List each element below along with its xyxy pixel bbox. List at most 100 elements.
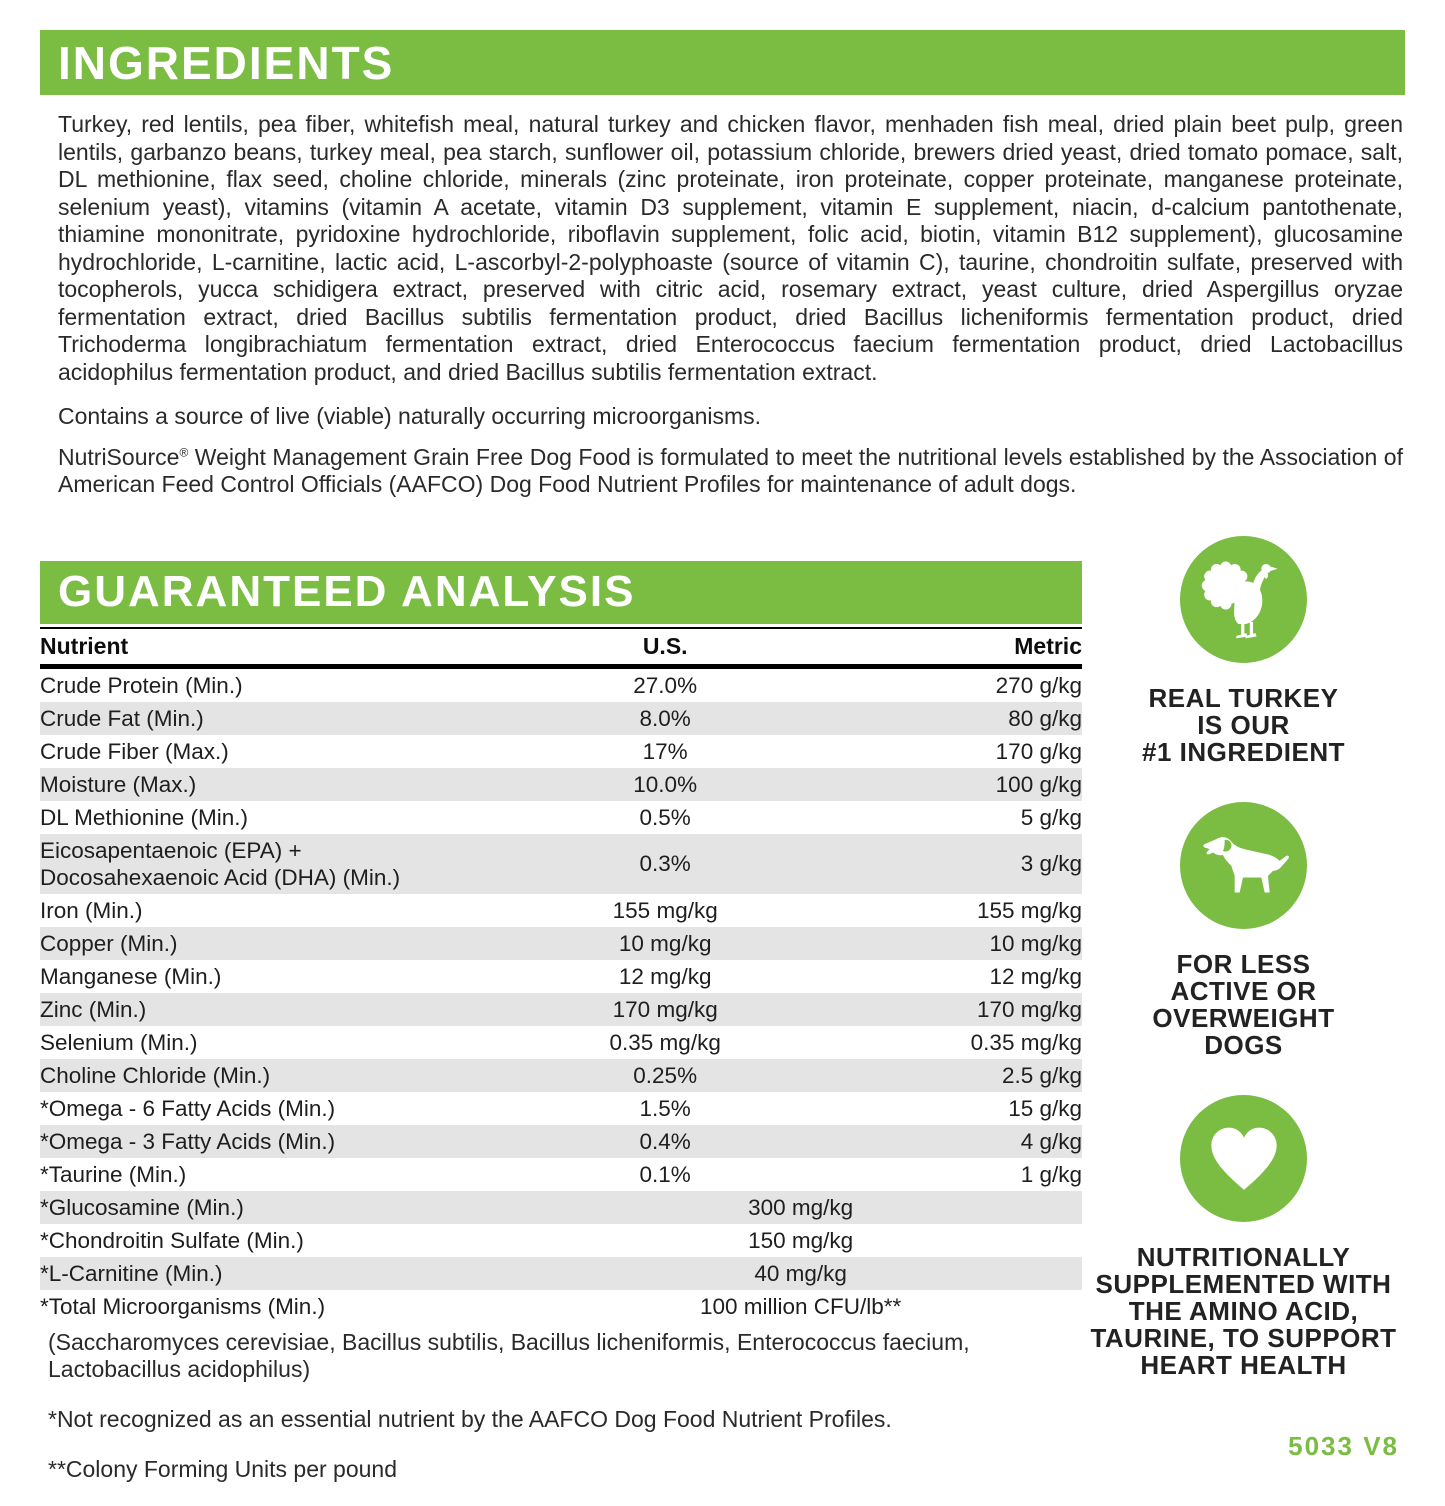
analysis-section-header: GUARANTEED ANALYSIS — [40, 560, 1082, 624]
nutrient-metric-value: 0.35 mg/kg — [970, 1029, 1082, 1055]
nutrient-us-value: 0.25% — [633, 1062, 698, 1088]
badge-less-active-dogs: FOR LESS ACTIVE OR OVERWEIGHT DOGS — [1152, 801, 1335, 1060]
feature-badges-column: REAL TURKEY IS OUR #1 INGREDIENT FOR LES… — [1082, 535, 1405, 1506]
analysis-row: Selenium (Min.) 0.35 mg/kg 0.35 mg/kg — [40, 1026, 1082, 1059]
nutrient-us-value: 10 mg/kg — [618, 930, 712, 956]
nutrient-us-value: 10.0% — [633, 771, 698, 797]
nutrient-name: Moisture (Max.) — [40, 771, 197, 797]
nutrient-metric-value: 100 g/kg — [995, 771, 1082, 797]
nutrient-name: Crude Fat (Min.) — [40, 705, 204, 731]
nutrient-metric-value: 80 g/kg — [1008, 705, 1082, 731]
nutrient-metric-value: 170 g/kg — [995, 738, 1082, 764]
analysis-row: DL Methionine (Min.) 0.5% 5 g/kg — [40, 801, 1082, 834]
nutrient-us-value: 0.3% — [639, 851, 691, 876]
analysis-table-body: Crude Protein (Min.) 27.0% 270 g/kg Crude F… — [40, 666, 1082, 1323]
nutrient-us-value: 0.5% — [639, 804, 691, 830]
nutrient-name: Copper (Min.) — [40, 930, 178, 956]
ingredients-section-header: INGREDIENTS — [40, 30, 1405, 95]
nutrient-name: *Taurine (Min.) — [40, 1161, 187, 1187]
nutrient-us-value: 1.5% — [639, 1095, 691, 1121]
analysis-row: Moisture (Max.) 10.0% 100 g/kg — [40, 767, 1082, 801]
nutrient-name: Iron (Min.) — [40, 897, 143, 923]
analysis-row: *Omega - 3 Fatty Acids (Min.) 0.4% 4 g/kg — [40, 1124, 1082, 1158]
nutrient-name: Zinc (Min.) — [40, 996, 147, 1022]
analysis-row: *Glucosamine (Min.) 300 mg/kg — [40, 1190, 1082, 1224]
nutrient-name: DL Methionine (Min.) — [40, 804, 248, 830]
nutrient-combined-value: 300 mg/kg — [748, 1194, 854, 1220]
nutrient-name: Manganese (Min.) — [40, 963, 222, 989]
analysis-row: Zinc (Min.) 170 mg/kg 170 mg/kg — [40, 992, 1082, 1026]
nutrient-name: *Omega - 3 Fatty Acids (Min.) — [40, 1128, 336, 1154]
nutrient-us-value: 170 mg/kg — [612, 996, 718, 1022]
column-header-nutrient: Nutrient — [40, 626, 520, 669]
footnote-essential-nutrient: *Not recognized as an essential nutrient… — [48, 1405, 892, 1432]
badge-heart-health-label: NUTRITIONALLY SUPPLEMENTED WITH THE AMIN… — [1090, 1241, 1397, 1380]
analysis-row: Iron (Min.) 155 mg/kg 155 mg/kg — [40, 894, 1082, 927]
nutrient-name: *L-Carnitine (Min.) — [40, 1260, 223, 1286]
nutrient-metric-value: 2.5 g/kg — [1001, 1062, 1082, 1088]
nutrient-metric-value: 4 g/kg — [1020, 1128, 1082, 1154]
analysis-row: *Taurine (Min.) 0.1% 1 g/kg — [40, 1158, 1082, 1191]
nutrient-name: *Omega - 6 Fatty Acids (Min.) — [40, 1095, 336, 1121]
registered-trademark-symbol: ® — [179, 444, 189, 459]
footnote-colony-forming-units: **Colony Forming Units per pound — [48, 1455, 398, 1482]
nutrient-name: Crude Fiber (Max.) — [40, 738, 229, 764]
analysis-title: GUARANTEED ANALYSIS — [58, 567, 636, 616]
brand-name: NutriSource — [58, 443, 180, 470]
column-header-us: U.S. — [519, 626, 812, 669]
badge-less-active-dogs-label: FOR LESS ACTIVE OR OVERWEIGHT DOGS — [1152, 948, 1335, 1060]
analysis-row: Crude Fat (Min.) 8.0% 80 g/kg — [40, 701, 1082, 735]
nutrient-metric-value: 3 g/kg — [1020, 851, 1082, 876]
nutrient-combined-value: 40 mg/kg — [754, 1260, 847, 1286]
nutrient-name: *Chondroitin Sulfate (Min.) — [40, 1227, 304, 1253]
analysis-row: Manganese (Min.) 12 mg/kg 12 mg/kg — [40, 960, 1082, 993]
column-header-metric: Metric — [811, 626, 1082, 669]
nutrient-us-value: 12 mg/kg — [618, 963, 712, 989]
nutrient-combined-value: 150 mg/kg — [748, 1227, 854, 1253]
microorganisms-species-note: (Saccharomyces cerevisiae, Bacillus subt… — [48, 1328, 970, 1382]
nutrient-name: Selenium (Min.) — [40, 1029, 198, 1055]
nutrient-metric-value: 270 g/kg — [995, 672, 1082, 698]
nutrient-name: Crude Protein (Min.) — [40, 672, 243, 698]
analysis-row: Choline Chloride (Min.) 0.25% 2.5 g/kg — [40, 1058, 1082, 1092]
contains-microorganisms-note: Contains a source of live (viable) natur… — [58, 403, 762, 429]
guaranteed-analysis-table: Nutrient U.S. Metric Crude Protein (Min.… — [40, 626, 1082, 1323]
aafco-statement: NutriSource® Weight Management Grain Fre… — [58, 444, 1403, 499]
ingredients-title: INGREDIENTS — [58, 36, 395, 89]
nutrient-us-value: 0.35 mg/kg — [609, 1029, 721, 1055]
nutrient-us-value: 155 mg/kg — [612, 897, 718, 923]
nutrient-metric-value: 12 mg/kg — [989, 963, 1082, 989]
nutrient-name: *Glucosamine (Min.) — [40, 1194, 244, 1220]
heart-icon — [1180, 1094, 1307, 1222]
nutrient-metric-value: 15 g/kg — [1008, 1095, 1082, 1121]
turkey-icon — [1180, 535, 1307, 663]
ingredients-body: Turkey, red lentils, pea fiber, whitefis… — [58, 111, 1403, 385]
analysis-row: *L-Carnitine (Min.) 40 mg/kg — [40, 1256, 1082, 1290]
analysis-and-badges-row: GUARANTEED ANALYSIS Nutrient U.S. Metric… — [40, 535, 1405, 1506]
nutrient-us-value: 0.1% — [639, 1161, 691, 1187]
nutrient-combined-value: 100 million CFU/lb** — [699, 1293, 902, 1319]
badge-real-turkey: REAL TURKEY IS OUR #1 INGREDIENT — [1142, 535, 1345, 766]
analysis-header-row: Nutrient U.S. Metric — [40, 626, 1082, 669]
analysis-row: *Total Microorganisms (Min.) 100 million … — [40, 1290, 1082, 1323]
analysis-row: Crude Fiber (Max.) 17% 170 g/kg — [40, 735, 1082, 768]
analysis-row: *Omega - 6 Fatty Acids (Min.) 1.5% 15 g/kg — [40, 1092, 1082, 1125]
label-page: INGREDIENTS Turkey, red lentils, pea fib… — [40, 30, 1405, 1482]
analysis-row: *Chondroitin Sulfate (Min.) 150 mg/kg — [40, 1224, 1082, 1257]
nutrient-us-value: 17% — [642, 738, 688, 764]
analysis-row: Crude Protein (Min.) 27.0% 270 g/kg — [40, 666, 1082, 702]
nutrient-metric-value: 155 mg/kg — [976, 897, 1082, 923]
badge-heart-health: NUTRITIONALLY SUPPLEMENTED WITH THE AMIN… — [1090, 1094, 1397, 1380]
nutrient-metric-value: 10 mg/kg — [989, 930, 1082, 956]
product-code: 5033 V8 — [1288, 1430, 1399, 1461]
nutrient-us-value: 0.4% — [639, 1128, 691, 1154]
nutrient-metric-value: 1 g/kg — [1020, 1161, 1082, 1187]
aafco-statement-text: Weight Management Grain Free Dog Food is… — [58, 443, 1403, 498]
nutrient-us-value: 8.0% — [639, 705, 691, 731]
nutrient-name: Choline Chloride (Min.) — [40, 1062, 271, 1088]
guaranteed-analysis-section: GUARANTEED ANALYSIS Nutrient U.S. Metric… — [40, 560, 1082, 1506]
nutrient-metric-value: 170 mg/kg — [976, 996, 1082, 1022]
dog-icon — [1179, 801, 1307, 929]
analysis-row: Copper (Min.) 10 mg/kg 10 mg/kg — [40, 926, 1082, 960]
nutrient-name: Eicosapentaenoic (EPA) + Docosahexaenoic… — [40, 837, 401, 890]
